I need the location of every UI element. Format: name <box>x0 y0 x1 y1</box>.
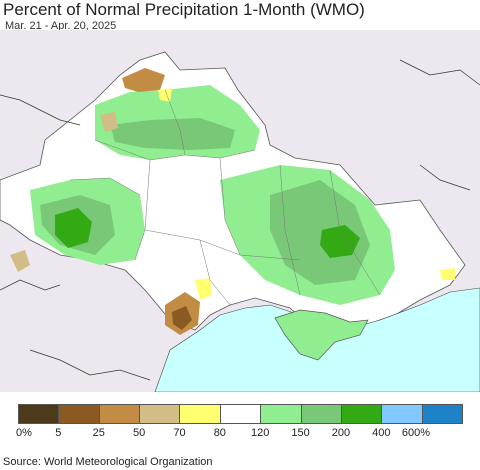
legend-tick-label: 200 <box>331 427 351 439</box>
dry-zone-north <box>122 68 165 92</box>
legend-tick-label: 5 <box>55 427 62 439</box>
legend-swatch <box>139 404 181 424</box>
date-range: Mar. 21 - Apr. 20, 2025 <box>5 20 117 32</box>
dry-zone-northwest <box>100 112 118 132</box>
yellow-zone-south <box>195 278 212 300</box>
precipitation-map <box>0 30 480 392</box>
legend-swatch <box>260 404 302 424</box>
yellow-zone-east <box>440 268 455 280</box>
legend-tick-label: 50 <box>132 427 146 439</box>
neighbor-borders <box>0 59 480 381</box>
dry-zone-south-inner <box>172 306 192 330</box>
legend-tick-label: 80 <box>213 427 226 439</box>
legend-tick-label: 25 <box>92 427 105 439</box>
legend-swatch <box>219 404 262 424</box>
legend-swatch <box>98 404 141 424</box>
legend-swatch <box>179 404 221 424</box>
legend-tick-label: 600% <box>401 427 431 439</box>
dark-green-zone-east <box>320 225 360 258</box>
crimea <box>274 309 369 361</box>
legend-swatch <box>381 404 423 424</box>
legend-swatch <box>58 404 100 424</box>
legend-tick-label: 70 <box>173 427 186 439</box>
legend-swatch <box>421 404 463 424</box>
legend-tick-label: 0% <box>16 427 32 439</box>
legend-swatch <box>300 404 342 424</box>
legend-tick-label: 150 <box>291 427 310 439</box>
legend: 0% 5 25 50 70 80 120 150 200 400 600% <box>0 400 480 445</box>
map-title: Percent of Normal Precipitation 1-Month … <box>3 0 365 19</box>
legend-tick-label: 120 <box>250 427 270 439</box>
legend-swatch <box>18 404 60 424</box>
legend-tick-label: 400 <box>372 427 391 439</box>
yellow-zone-north <box>158 88 172 102</box>
oblast-boundaries <box>69 89 381 306</box>
mid-green-zone-north <box>110 118 235 150</box>
dark-green-zone-west <box>55 208 92 248</box>
mid-green-zone-east <box>270 180 370 285</box>
source-credit: Source: World Meteorological Organizatio… <box>3 456 213 468</box>
legend-swatch <box>340 404 383 424</box>
dry-zone-southwest <box>10 250 30 272</box>
